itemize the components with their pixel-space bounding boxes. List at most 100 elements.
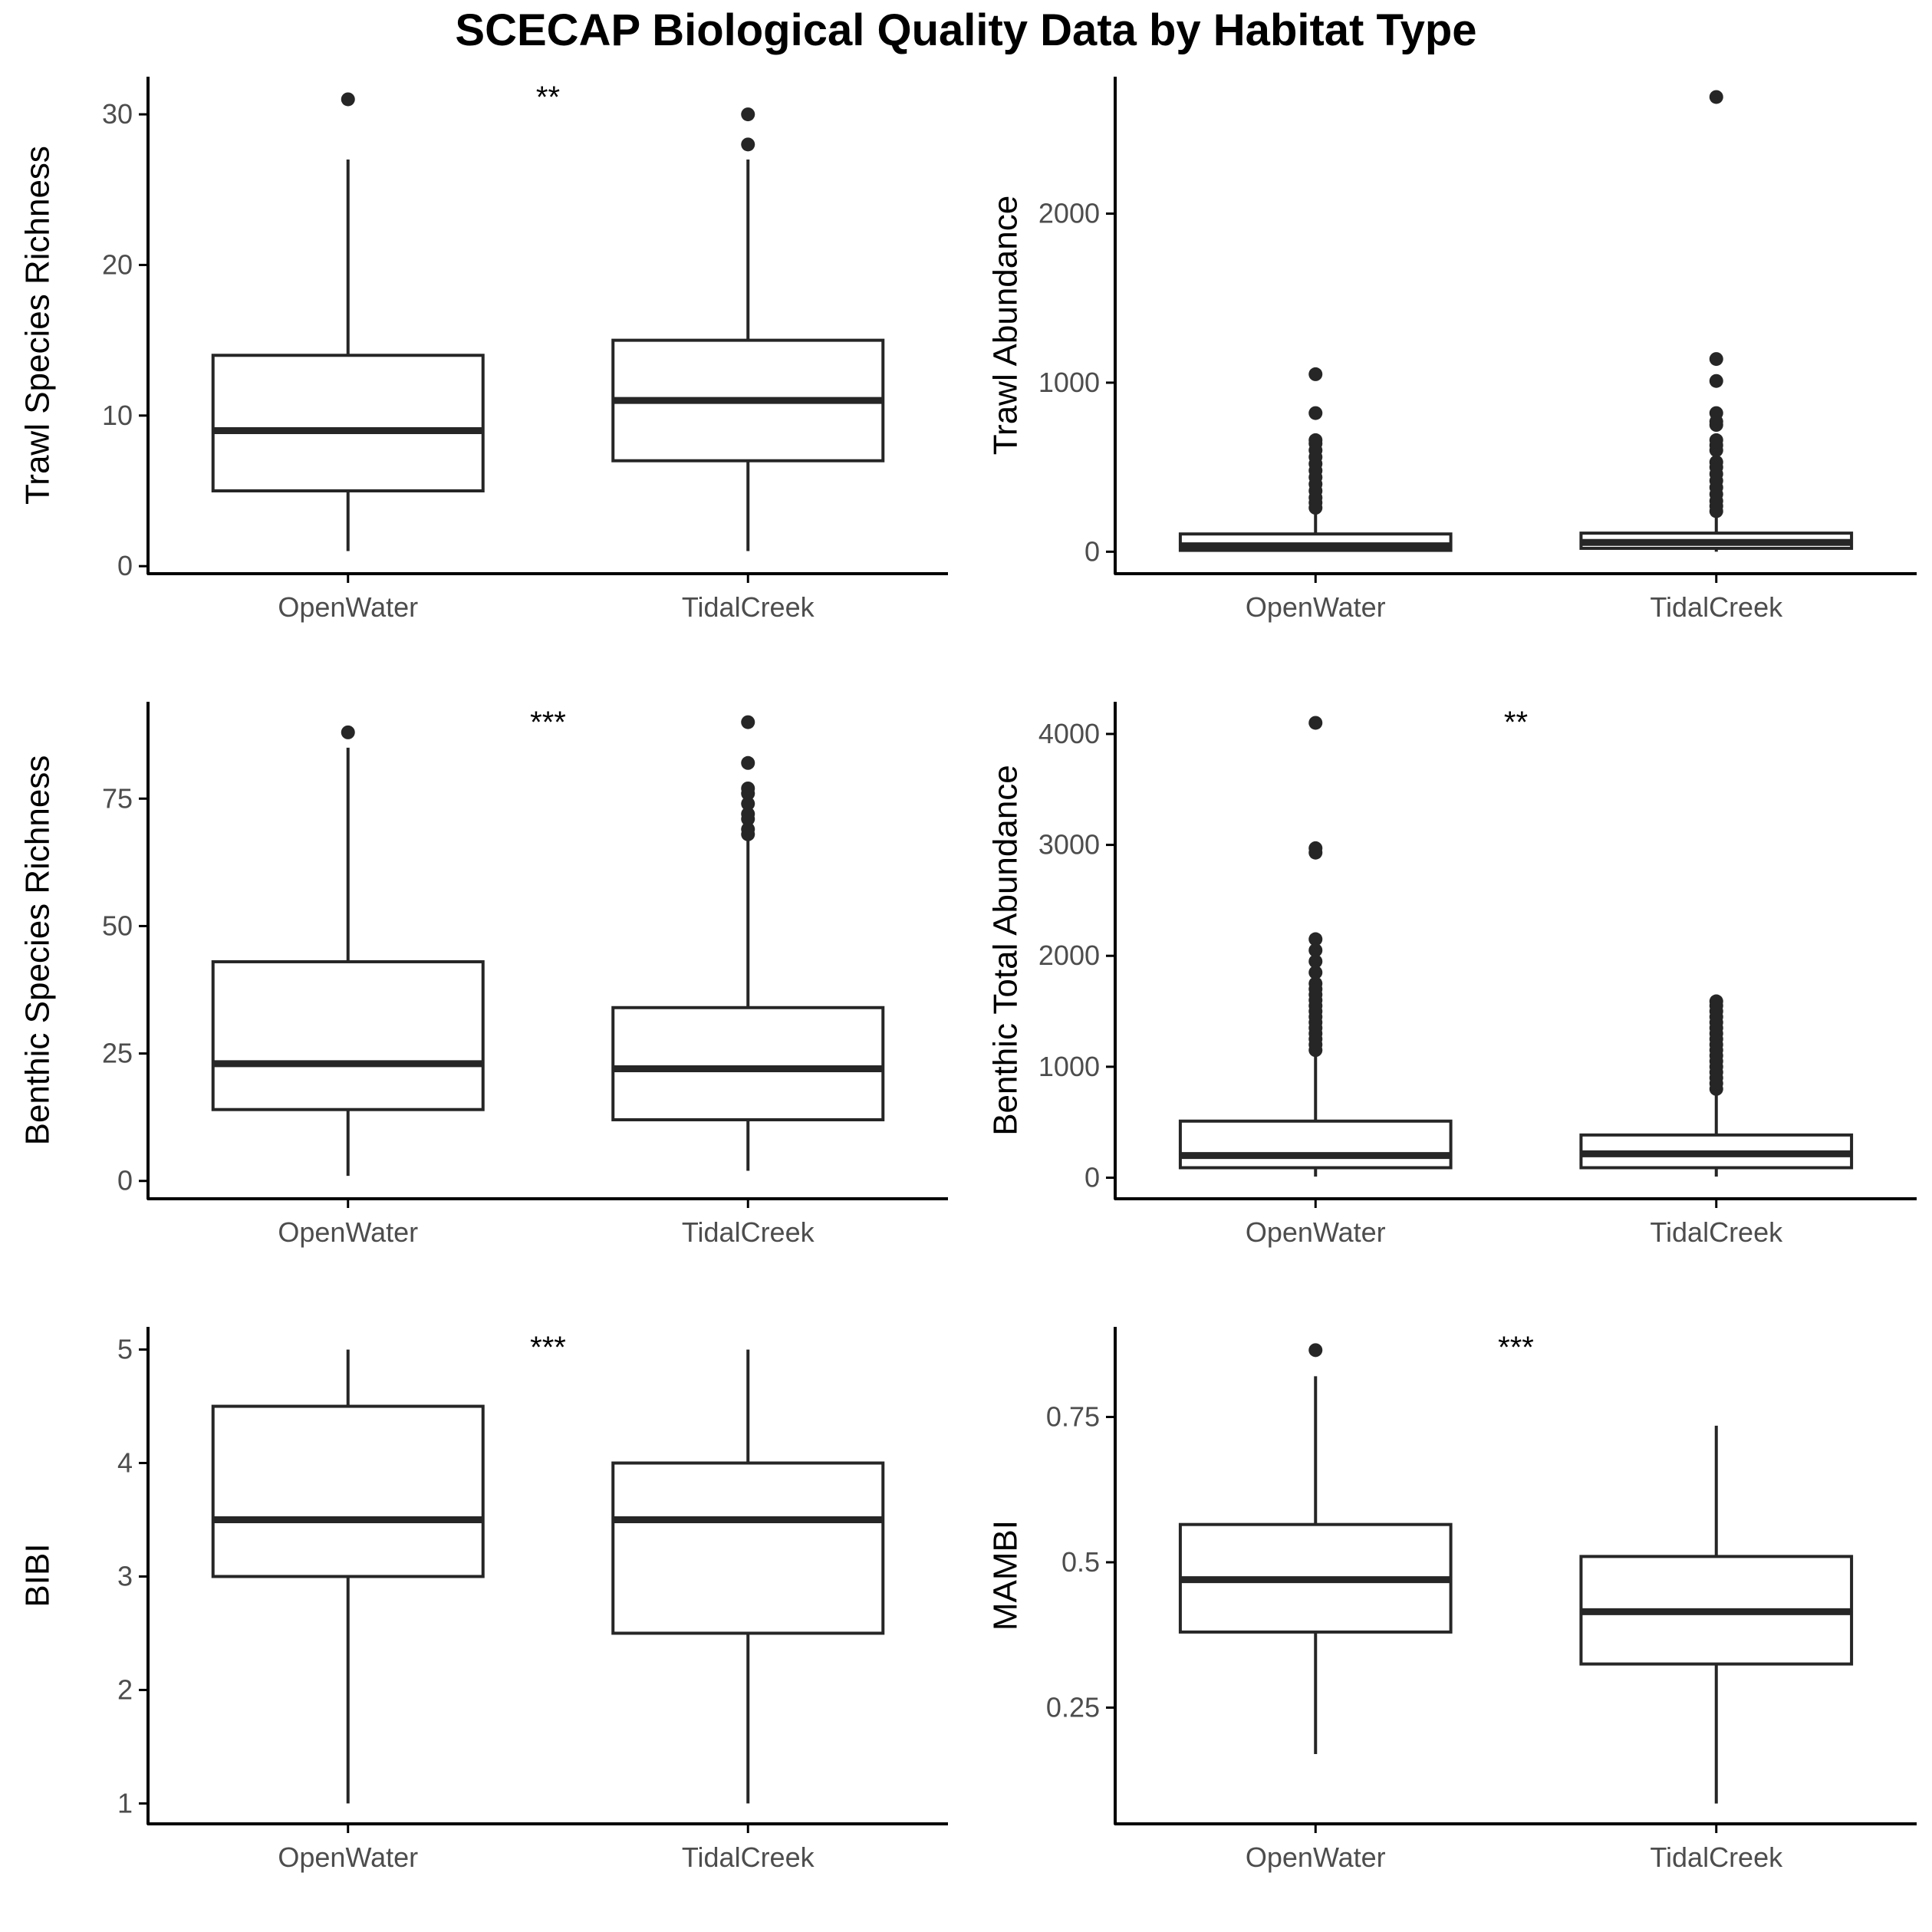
significance-label: *** [1498,1331,1534,1364]
x-tick-label: TidalCreek [1650,1841,1783,1873]
panel-benthic-total-abundance: 0 1000 2000 3000 4000 OpenWater TidalCreek Bent… [986,702,1917,1248]
box-openwater [1178,716,1453,1177]
outlier-point [1308,1343,1323,1358]
y-axis-title: Benthic Total Abundance [986,765,1024,1136]
panel-bibi: 1 2 3 4 5 OpenWater TidalCreek BIBI *** [18,1327,948,1873]
x-tick-label: OpenWater [278,1841,418,1873]
panel-mambi: 0.25 0.5 0.75 OpenWater TidalCreek MAMBI *** [986,1327,1917,1873]
outlier-point [341,92,355,107]
box-openwater [1178,367,1453,552]
y-tick-label: 1 [117,1787,133,1818]
x-tick-label: OpenWater [1246,1216,1386,1248]
box-tidalcreek [611,107,885,551]
chart-title: SCECAP Biological Quality Data by Habita… [455,5,1477,55]
iqr-box [211,959,485,1111]
box-openwater [211,725,485,1177]
y-tick-label: 0 [1084,1162,1100,1193]
significance-label: *** [530,706,566,739]
y-tick-label: 75 [102,782,133,814]
iqr-box [1178,1119,1453,1170]
y-tick-label: 0 [117,550,133,581]
iqr-box [211,1404,485,1578]
y-tick-label: 0 [117,1165,133,1196]
outlier-point [741,715,755,729]
outlier-point [341,725,355,739]
y-tick-label: 25 [102,1038,133,1069]
outlier-point [1308,932,1323,946]
outlier-point [1308,965,1323,979]
y-tick-label: 0.25 [1046,1691,1100,1723]
y-tick-label: 20 [102,248,133,280]
box-tidalcreek [1579,90,1854,552]
iqr-box [611,1461,885,1635]
outlier-point [1308,433,1323,447]
y-axis-title: Trawl Species Richness [18,146,56,505]
outlier-point [1709,994,1723,1009]
y-tick-label: 50 [102,910,133,941]
y-tick-label: 0.5 [1061,1546,1100,1578]
outlier-point [1308,954,1323,969]
significance-label: ** [536,81,560,114]
x-tick-label: OpenWater [278,1216,418,1248]
outlier-point [1308,841,1323,855]
outlier-point [1308,367,1323,381]
outlier-point [741,781,755,795]
x-tick-label: TidalCreek [682,591,815,623]
y-tick-label: 3 [117,1560,133,1591]
significance-label: *** [530,1331,566,1364]
x-tick-label: TidalCreek [682,1216,815,1248]
outlier-point [741,137,755,152]
y-tick-label: 4 [117,1447,133,1479]
x-tick-label: TidalCreek [1650,1216,1783,1248]
outlier-point [741,822,755,837]
box-openwater [1178,1343,1453,1755]
y-tick-label: 0.75 [1046,1400,1100,1432]
x-tick-label: TidalCreek [682,1841,815,1873]
y-tick-label: 2000 [1038,940,1100,971]
outlier-point [1709,433,1723,447]
outlier-point [1308,716,1323,730]
box-openwater [211,1349,485,1804]
panel-trawl-species-richness: 0 10 20 30 OpenWater TidalCreek Trawl Species … [18,77,948,623]
outlier-point [1709,374,1723,388]
y-tick-label: 3000 [1038,829,1100,861]
x-tick-label: OpenWater [1246,1841,1386,1873]
outlier-point [1709,90,1723,104]
y-tick-label: 2 [117,1674,133,1705]
y-axis-title: MAMBI [986,1520,1024,1631]
x-tick-label: OpenWater [1246,591,1386,623]
y-tick-label: 4000 [1038,718,1100,749]
outlier-point [1709,352,1723,367]
outlier-point [1308,976,1323,991]
y-tick-label: 30 [102,98,133,130]
iqr-box [611,1005,885,1121]
y-tick-label: 1000 [1038,367,1100,398]
panel-benthic-species-richness: 0 25 50 75 OpenWater TidalCreek Benthic Specie… [18,702,948,1248]
panel-trawl-abundance: 0 1000 2000 OpenWater TidalCreek Trawl Abunda… [986,77,1917,623]
outlier-point [741,807,755,821]
y-tick-label: 5 [117,1334,133,1365]
box-tidalcreek [611,715,885,1171]
outlier-point [741,107,755,122]
y-tick-label: 1000 [1038,1051,1100,1082]
outlier-point [1709,406,1723,420]
significance-label: ** [1504,706,1528,739]
x-tick-label: TidalCreek [1650,591,1783,623]
box-openwater [211,92,485,551]
box-tidalcreek [1579,1425,1854,1804]
outlier-point [741,796,755,811]
y-tick-label: 0 [1084,535,1100,567]
outlier-point [741,755,755,770]
y-axis-title: Trawl Abundance [986,196,1024,455]
iqr-box [211,354,485,493]
y-tick-label: 2000 [1038,198,1100,229]
x-tick-label: OpenWater [278,591,418,623]
outlier-point [1709,455,1723,469]
y-axis-title: Benthic Species Richness [18,755,56,1146]
y-tick-label: 10 [102,400,133,431]
outlier-point [1308,406,1323,420]
outlier-point [1308,943,1323,957]
box-tidalcreek [1579,994,1854,1177]
box-tidalcreek [611,1349,885,1804]
